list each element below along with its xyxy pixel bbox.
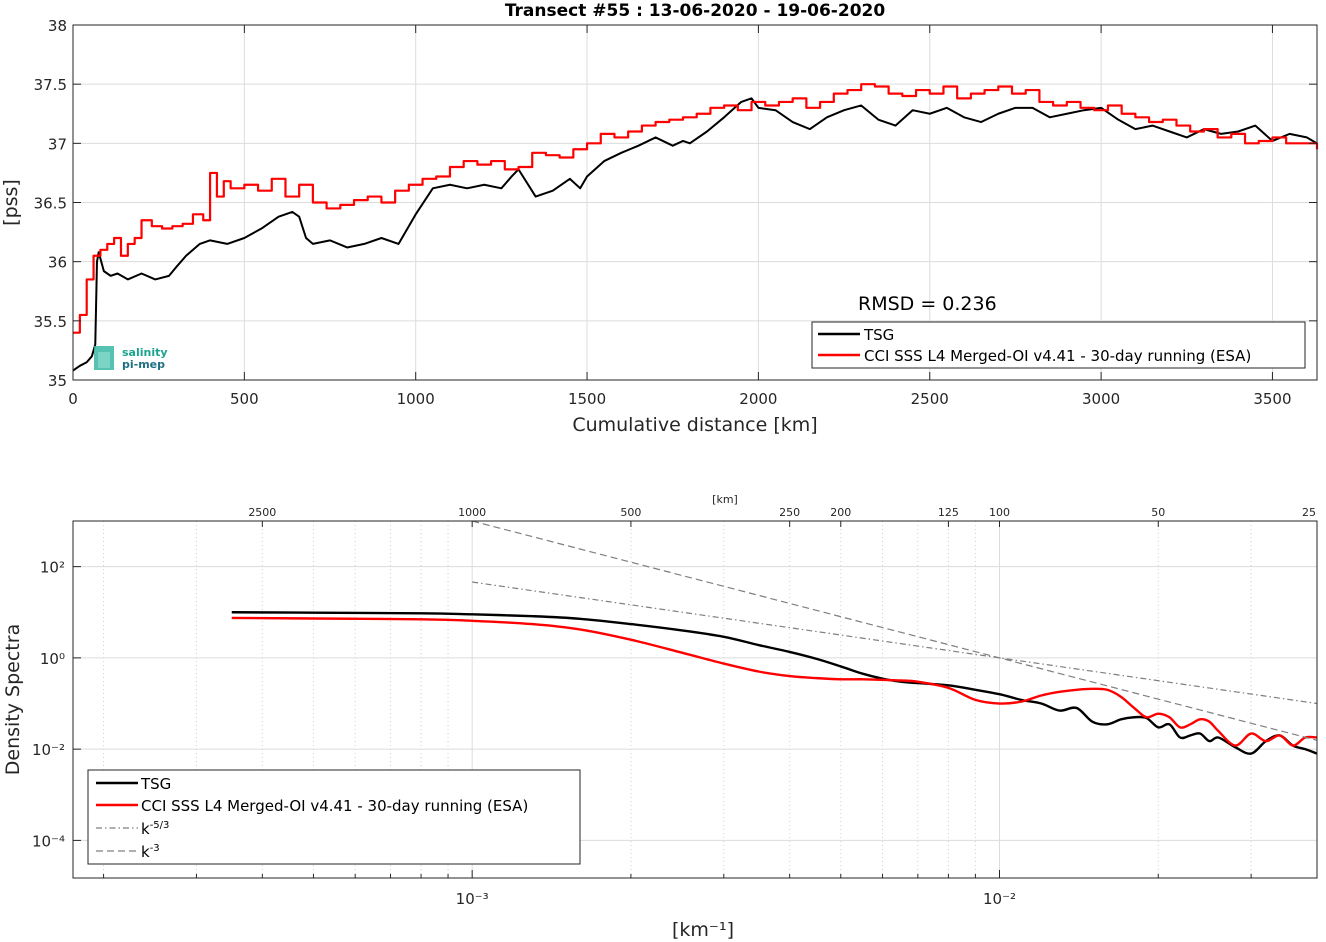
top-km-tick-label: 250 (779, 506, 800, 519)
x-tick-label: 3000 (1082, 390, 1120, 408)
y-tick-label: 37 (48, 135, 67, 153)
legend-box (811, 321, 1306, 369)
y-tick-label: 10² (40, 559, 65, 577)
top-km-tick-label: 2500 (248, 506, 276, 519)
y-axis-label: [pss] (0, 179, 22, 226)
y-tick-label: 38 (48, 17, 67, 35)
y-tick-label: 10⁰ (40, 650, 65, 668)
legend-label-base: k (141, 820, 150, 838)
y-tick-label: 35 (48, 372, 67, 390)
x-tick-label: 10⁻³ (456, 890, 489, 908)
x-tick-label: 10⁻² (983, 890, 1016, 908)
bottom-chart: 10⁻³ 10⁻² 10⁻⁴ 10⁻² 10⁰ 10² 2500 1000 500 250 200 1… (2, 493, 1318, 941)
y-axis-label: Density Spectra (2, 624, 24, 775)
x-tick-label: 0 (68, 390, 78, 408)
legend-bottom: TSG CCI SSS L4 Merged-OI v4.41 - 30-day r… (87, 769, 581, 865)
x-tick-label: 3500 (1253, 390, 1291, 408)
x-axis-label: [km⁻¹] (672, 919, 734, 941)
legend-box (87, 769, 581, 865)
logo-text-salinity: salinity (122, 346, 168, 359)
top-km-tick-label: 100 (989, 506, 1010, 519)
top-axis-label: [km] (712, 493, 738, 506)
top-chart: 0 500 1000 1500 2000 2500 3000 3500 35 35.5 36 36.5… (0, 1, 1319, 436)
top-km-tick-label: 500 (620, 506, 641, 519)
x-tick-label: 2500 (911, 390, 949, 408)
cci-spectrum-line (231, 616, 1318, 747)
x-axis-label: Cumulative distance [km] (572, 414, 817, 436)
logo-mark-inner (98, 352, 110, 368)
plot-frame (72, 520, 1318, 879)
legend-label: k-5/3 (141, 820, 169, 838)
legend-top: TSG CCI SSS L4 Merged-OI v4.41 - 30-day r… (811, 321, 1306, 369)
top-km-tick-label: 25 (1302, 506, 1316, 519)
k-3-reference-line (472, 520, 1318, 741)
y-tick-label: 10⁻⁴ (32, 832, 65, 850)
top-km-tick-label: 1000 (458, 506, 486, 519)
x-tick-label: 2000 (739, 390, 777, 408)
tsg-spectrum-line (231, 611, 1318, 755)
y-tick-label: 36 (48, 254, 67, 272)
legend-label-exponent: -3 (150, 843, 160, 854)
top-km-tick-label: 50 (1151, 506, 1165, 519)
y-tick-label: 37.5 (34, 76, 67, 94)
cci-series-line (73, 83, 1319, 334)
legend-label-tsg: TSG (863, 326, 894, 344)
y-tick-label: 36.5 (34, 195, 67, 213)
legend-label: k-3 (141, 843, 160, 861)
logo-text-pimep: pi-mep (122, 358, 165, 371)
y-tick-label: 10⁻² (32, 741, 65, 759)
legend-label-base: k (141, 843, 150, 861)
x-tick-label: 1500 (568, 390, 606, 408)
top-km-tick-label: 125 (938, 506, 959, 519)
y-tick-label: 35.5 (34, 313, 67, 331)
rmsd-annotation: RMSD = 0.236 (858, 293, 997, 315)
x-tick-label: 500 (230, 390, 259, 408)
x-tick-label: 1000 (397, 390, 435, 408)
top-km-tick-label: 200 (830, 506, 851, 519)
k-5-3-reference-line (472, 581, 1318, 705)
legend-label-cci: CCI SSS L4 Merged-OI v4.41 - 30-day runn… (864, 347, 1251, 365)
legend-label: TSG (140, 775, 171, 793)
legend-label: CCI SSS L4 Merged-OI v4.41 - 30-day runn… (141, 797, 528, 815)
legend-label-exponent: -5/3 (150, 820, 170, 831)
tsg-series-line (72, 97, 1318, 372)
chart-title: Transect #55 : 13-06-2020 - 19-06-2020 (505, 1, 886, 21)
